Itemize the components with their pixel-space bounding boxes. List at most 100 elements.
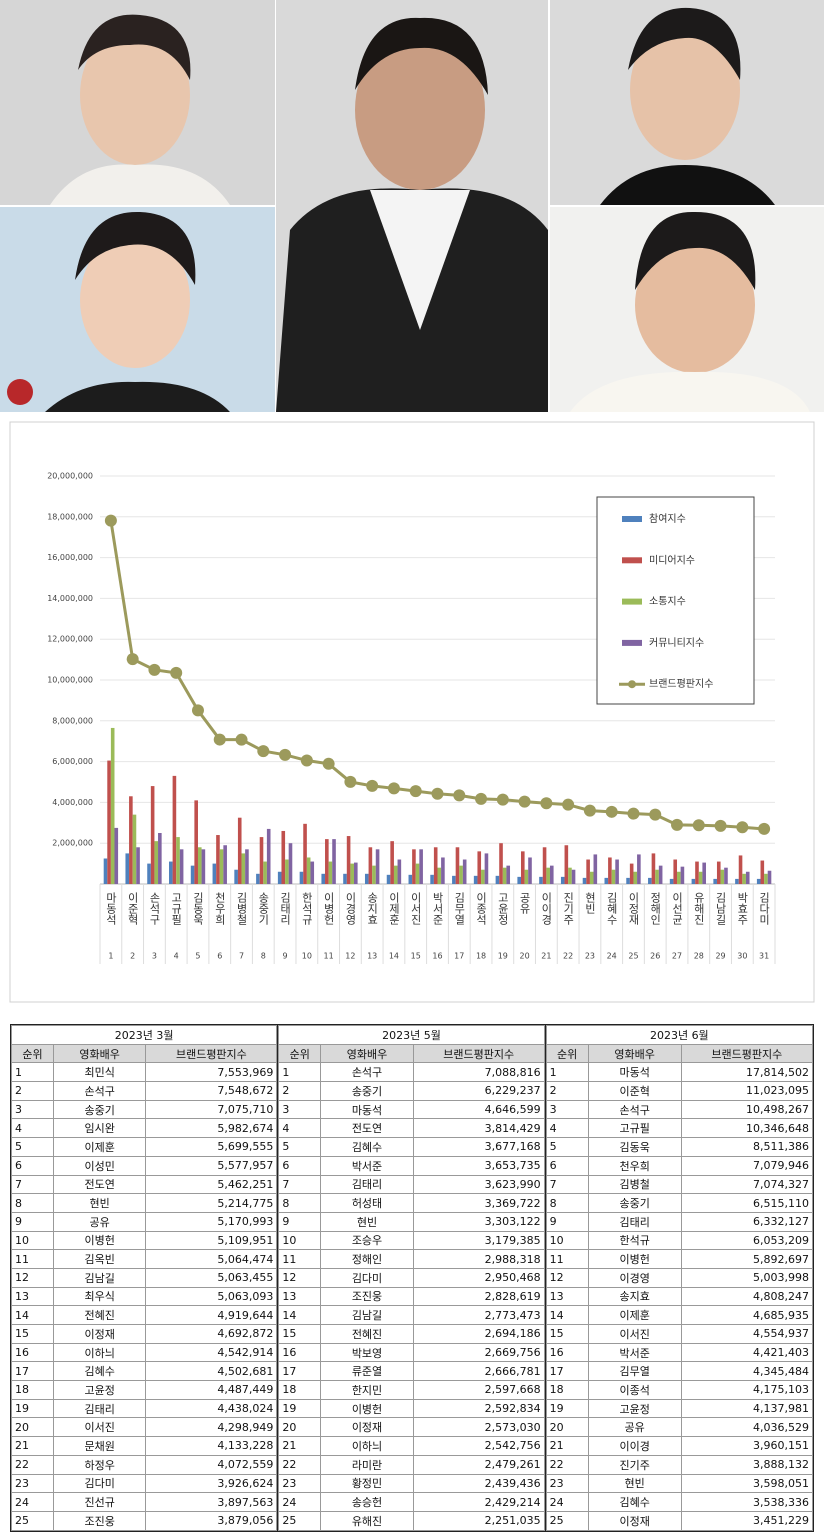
table-cell: 8 xyxy=(278,1193,322,1213)
table-cell: 3 xyxy=(545,1099,589,1120)
table-cell: 송중기 xyxy=(320,1081,414,1101)
table-row: 21 이이경 3,960,151 xyxy=(545,1436,813,1456)
table-cell: 5,003,998 xyxy=(680,1267,813,1288)
table-row: 21 이하늬 2,542,756 xyxy=(278,1436,545,1456)
table-cell: 7 xyxy=(545,1174,589,1195)
bar xyxy=(433,847,438,884)
table-cell: 18 xyxy=(545,1380,589,1400)
table-cell: 이서진 xyxy=(52,1417,147,1438)
bar xyxy=(241,853,246,884)
table-cell: 1 xyxy=(278,1062,322,1083)
table-row: 3 송중기 7,075,710 xyxy=(11,1099,278,1120)
table-cell: 5 xyxy=(11,1137,54,1157)
photo-body xyxy=(600,165,775,205)
table-row: 1 최민식 7,553,969 xyxy=(11,1062,278,1083)
table-cell: 5,982,674 xyxy=(145,1118,278,1139)
x-tick-number: 18 xyxy=(476,952,486,961)
table-row: 10 조승우 3,179,385 xyxy=(278,1230,545,1251)
table-cell: 3,897,563 xyxy=(145,1492,278,1512)
line-marker xyxy=(540,797,553,810)
table-cell: 8,511,386 xyxy=(680,1137,813,1157)
table-cell: 김남길 xyxy=(52,1267,147,1288)
table-cell: 3,303,122 xyxy=(412,1211,545,1232)
line-marker xyxy=(518,795,531,808)
header-row: 순위 영화배우 브랜드평판지수 xyxy=(278,1043,545,1064)
bar xyxy=(197,847,202,884)
table-cell: 2,988,318 xyxy=(412,1249,545,1269)
table-row: 6 박서준 3,653,735 xyxy=(278,1155,545,1176)
x-tick-label: 박서준 xyxy=(431,892,444,925)
x-tick-number: 31 xyxy=(759,952,769,961)
table-cell: 이병헌 xyxy=(587,1249,682,1269)
table-cell: 4,175,103 xyxy=(680,1380,813,1400)
table-row: 3 마동석 4,646,599 xyxy=(278,1099,545,1120)
bar xyxy=(611,869,616,884)
table-cell: 임시완 xyxy=(52,1118,147,1139)
table-cell: 2 xyxy=(545,1081,589,1101)
x-tick-number: 7 xyxy=(239,952,244,961)
table-row: 12 김다미 2,950,468 xyxy=(278,1267,545,1288)
title-row: 2023년 6월 xyxy=(545,1025,813,1045)
bar xyxy=(303,823,307,884)
bar xyxy=(114,827,119,884)
line-marker xyxy=(366,779,379,792)
bar xyxy=(604,877,609,884)
table-row: 8 송중기 6,515,110 xyxy=(545,1193,813,1213)
x-tick-label: 박효주 xyxy=(736,892,749,925)
bar xyxy=(125,853,130,884)
table-row: 15 이정재 4,692,872 xyxy=(11,1324,278,1344)
x-tick-label: 고규필 xyxy=(170,892,183,925)
bar xyxy=(517,876,521,884)
bar xyxy=(256,873,260,884)
column-header: 브랜드평판지수 xyxy=(680,1043,813,1064)
x-tick-number: 24 xyxy=(607,952,617,961)
y-tick-label: 10,000,000 xyxy=(47,676,93,685)
line-marker xyxy=(387,782,400,795)
line-marker xyxy=(148,663,161,676)
table-cell: 6,515,110 xyxy=(680,1193,813,1213)
photo-hair xyxy=(628,7,741,80)
bar xyxy=(571,869,576,884)
table-row: 17 류준열 2,666,781 xyxy=(278,1361,545,1382)
table-cell: 4,554,937 xyxy=(680,1324,813,1344)
line-marker xyxy=(279,748,292,761)
table-cell: 22 xyxy=(11,1454,54,1475)
table-section: 2023년 5월 순위 영화배우 브랜드평판지수 1 손석구 7,088,816 2 송중기 6,… xyxy=(278,1025,546,1531)
line-marker xyxy=(475,792,488,805)
table-cell: 24 xyxy=(278,1492,322,1512)
table: 2023년 5월 순위 영화배우 브랜드평판지수 1 손석구 7,088,816 2 송중기 6,… xyxy=(278,1025,545,1531)
table-cell: 김동욱 xyxy=(587,1137,682,1157)
table-row: 1 마동석 17,814,502 xyxy=(545,1062,813,1083)
bar xyxy=(695,861,699,884)
table-row: 17 김혜수 4,502,681 xyxy=(11,1361,278,1382)
bar xyxy=(589,871,594,884)
bar xyxy=(651,853,656,884)
bar xyxy=(698,871,703,884)
x-tick-label: 이병헌 xyxy=(322,892,335,925)
table-cell: 현빈 xyxy=(52,1193,147,1213)
table-row: 13 최우식 5,063,093 xyxy=(11,1286,278,1307)
table-row: 5 김혜수 3,677,168 xyxy=(278,1137,545,1157)
photo-face xyxy=(355,30,485,190)
bar xyxy=(263,861,267,884)
table-cell: 15 xyxy=(278,1324,322,1344)
x-tick-label: 고윤정 xyxy=(496,892,509,925)
bar xyxy=(582,877,587,884)
table-row: 12 김남길 5,063,455 xyxy=(11,1267,278,1288)
x-tick-label: 김다미 xyxy=(758,892,771,925)
table-cell: 14 xyxy=(11,1305,54,1325)
bar xyxy=(419,849,423,884)
table-cell: 4 xyxy=(278,1118,322,1139)
line-marker xyxy=(191,704,204,717)
bar xyxy=(524,869,529,884)
table-row: 20 공유 4,036,529 xyxy=(545,1417,813,1438)
table-cell: 7 xyxy=(278,1174,322,1195)
table-cell: 10 xyxy=(11,1230,54,1251)
table-row: 16 박서준 4,421,403 xyxy=(545,1342,813,1363)
table-row: 2 송중기 6,229,237 xyxy=(278,1081,545,1101)
title-row: 2023년 3월 xyxy=(10,1025,278,1045)
table-cell: 이정재 xyxy=(52,1324,147,1344)
table-section: 2023년 3월 순위 영화배우 브랜드평판지수 1 최민식 7,553,969 2 손석구 7,… xyxy=(10,1025,279,1531)
bar xyxy=(455,847,460,884)
table-cell: 20 xyxy=(545,1417,589,1438)
